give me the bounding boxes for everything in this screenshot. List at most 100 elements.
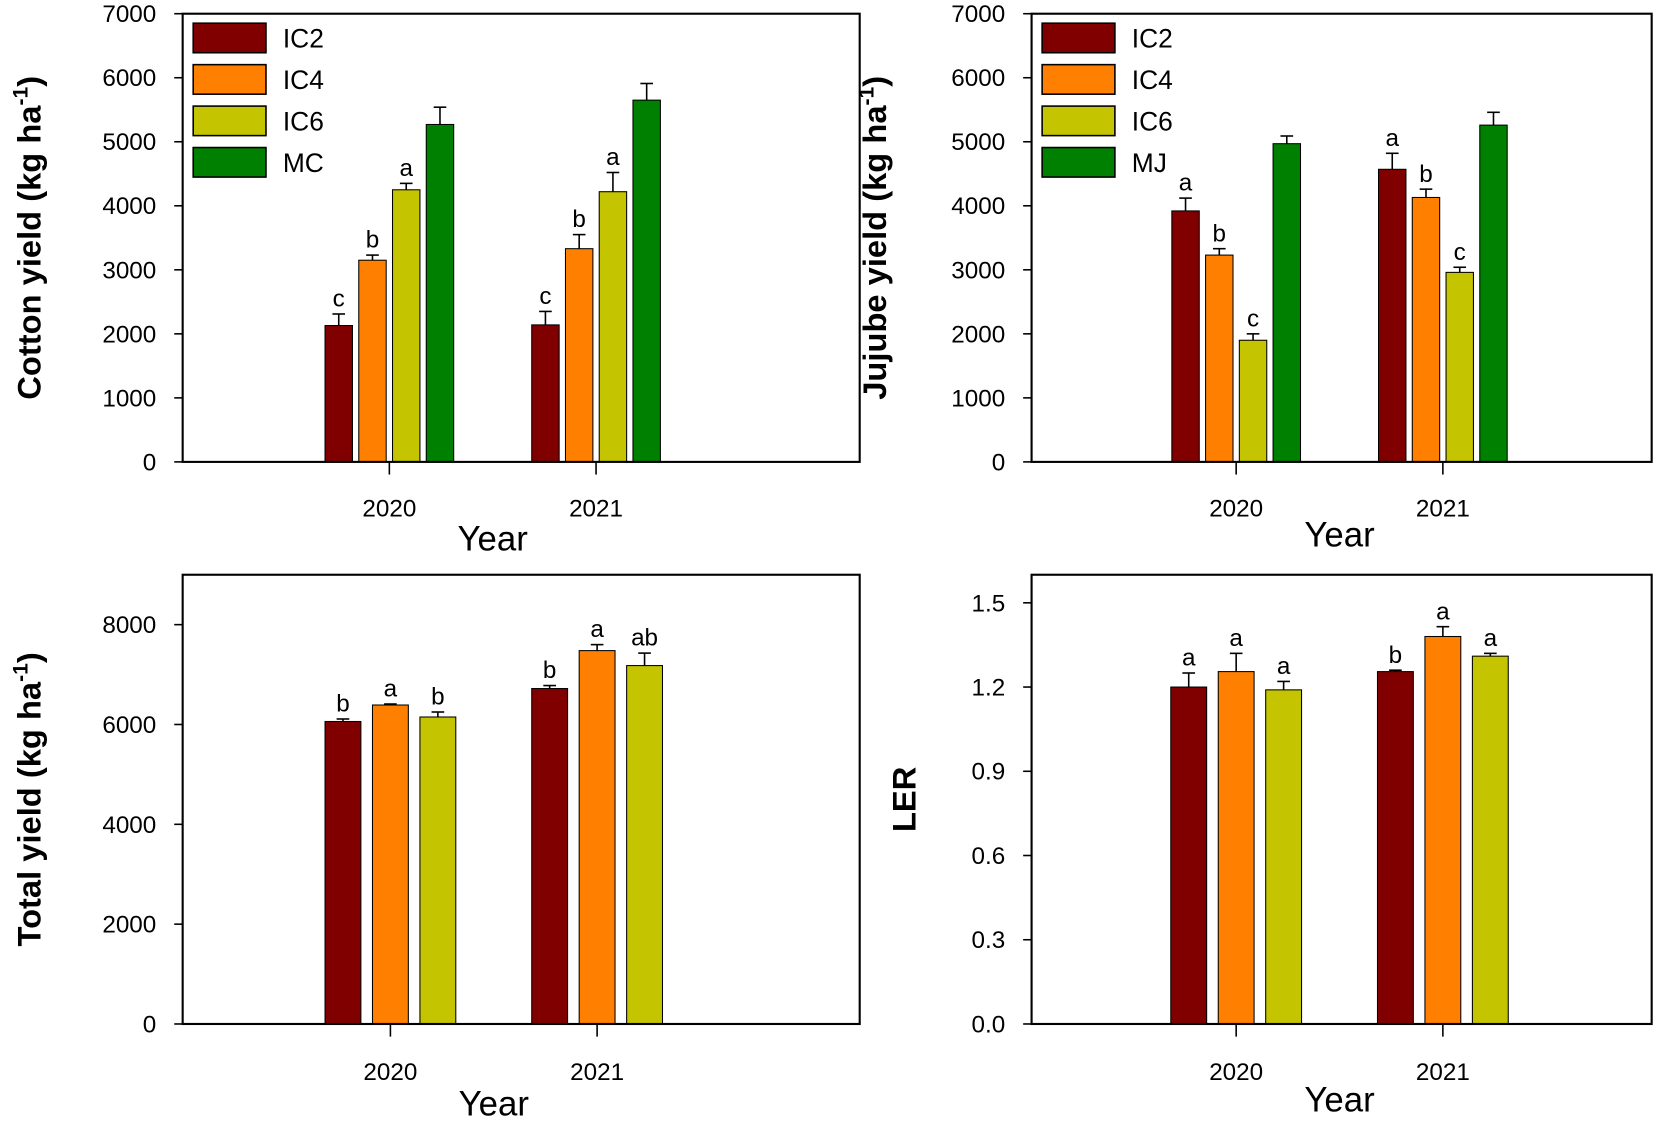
y-tick-label: 0.9 xyxy=(972,759,1006,786)
y-axis-title-superscript: -1 xyxy=(10,663,33,682)
bar-IC6-2021 xyxy=(1445,271,1474,463)
y-tick-label: 4000 xyxy=(102,193,156,220)
y-axis-title-end: ) xyxy=(10,76,47,87)
bar-IC2-2020 xyxy=(324,324,353,463)
y-tick-label: 3000 xyxy=(102,257,156,284)
significance-letter: a xyxy=(606,144,620,171)
bar-IC4-2020 xyxy=(1205,254,1234,463)
y-tick-label: 6000 xyxy=(102,65,156,92)
bar-IC2-2020 xyxy=(1170,686,1208,1025)
bar-IC2-2021 xyxy=(1378,168,1407,463)
significance-letter: c xyxy=(539,283,551,310)
bar-IC6-2020 xyxy=(1238,339,1268,463)
y-tick-label: 6000 xyxy=(102,712,156,739)
legend-swatch-IC6 xyxy=(1041,105,1116,137)
y-axis-title: Jujube yield (kg ha-1) xyxy=(855,76,893,400)
legend-swatch-IC4 xyxy=(1041,63,1116,95)
y-tick-label: 0 xyxy=(992,449,1006,476)
y-axis-title-main: Jujube yield (kg ha xyxy=(856,105,893,400)
significance-letter: a xyxy=(1484,625,1498,652)
y-axis-title-superscript: -1 xyxy=(855,86,878,105)
y-tick-label: 2000 xyxy=(951,321,1005,348)
y-axis-title: Total yield (kg ha-1) xyxy=(10,652,48,946)
chart-cotton: c c b b a a 0 1000 2000 3000 4000 5000 6000 7000 2020 2… xyxy=(10,1,861,558)
bar-IC2-2021 xyxy=(531,688,569,1025)
y-tick-label: 0.6 xyxy=(972,843,1006,870)
x-axis-title: Year xyxy=(458,519,529,558)
bar-IC4-2021 xyxy=(564,248,594,463)
bar-IC2-2021 xyxy=(1376,671,1414,1025)
significance-letter: a xyxy=(1179,170,1193,197)
y-tick-label: 6000 xyxy=(951,65,1005,92)
chart-ler: a b a a a a 0.0 0.3 0.6 0.9 1.2 1.5 2020 2021 Year LER xyxy=(886,573,1653,1120)
legend-swatch-MJ xyxy=(1041,146,1116,178)
legend-swatch-MC xyxy=(192,146,267,178)
x-tick-label: 2020 xyxy=(363,1059,417,1086)
bar-MJ-2021 xyxy=(1479,124,1508,463)
y-tick-label: 1.2 xyxy=(972,674,1006,701)
bar-IC4-2021 xyxy=(578,650,616,1025)
y-tick-label: 8000 xyxy=(102,612,156,639)
y-axis-title-end: ) xyxy=(10,652,47,663)
y-tick-label: 2000 xyxy=(102,321,156,348)
bar-IC4-2020 xyxy=(358,259,387,463)
significance-letter: a xyxy=(384,676,398,703)
x-tick-label: 2020 xyxy=(1209,1059,1263,1086)
bar-IC2-2020 xyxy=(324,720,362,1025)
legend-swatch-IC6 xyxy=(192,105,267,137)
bar-IC6-2021 xyxy=(1471,655,1509,1025)
significance-letter: b xyxy=(543,657,557,684)
axes-frame xyxy=(1030,573,1653,1026)
legend-swatch-IC2 xyxy=(192,22,267,54)
significance-letter: a xyxy=(1436,598,1450,625)
legend-label: MJ xyxy=(1132,148,1167,178)
x-tick-label: 2021 xyxy=(1416,496,1470,523)
significance-letter: b xyxy=(336,691,350,718)
significance-letter: a xyxy=(399,155,413,182)
significance-letter: a xyxy=(1385,125,1399,152)
significance-letter: b xyxy=(431,684,445,711)
y-tick-label: 0 xyxy=(143,1011,157,1038)
axes-frame xyxy=(181,573,861,1026)
bar-IC4-2020 xyxy=(371,704,409,1025)
legend-label: MC xyxy=(283,148,324,178)
significance-letter: c xyxy=(333,286,345,313)
significance-letter: b xyxy=(1389,642,1403,669)
x-tick-label: 2021 xyxy=(569,496,623,523)
y-axis-title-superscript: -1 xyxy=(10,87,33,106)
significance-letter: c xyxy=(1247,305,1259,332)
axes-frame xyxy=(1030,12,1653,463)
x-axis-title: Year xyxy=(1304,515,1375,554)
bar-IC4-2021 xyxy=(1411,196,1441,463)
significance-letter: a xyxy=(1277,653,1291,680)
legend-swatch-IC4 xyxy=(192,63,267,95)
significance-letter: b xyxy=(1419,161,1433,188)
x-tick-label: 2021 xyxy=(1416,1059,1470,1086)
legend-label: IC4 xyxy=(283,65,324,95)
y-tick-label: 0.0 xyxy=(972,1011,1006,1038)
axes-frame xyxy=(181,12,861,463)
x-tick-label: 2021 xyxy=(570,1059,624,1086)
y-tick-label: 0.3 xyxy=(972,927,1006,954)
significance-letter: ab xyxy=(631,625,658,652)
significance-letter: a xyxy=(1182,645,1196,672)
legend-label: IC2 xyxy=(283,23,324,53)
bar-MC-2020 xyxy=(425,123,455,463)
y-tick-label: 7000 xyxy=(102,1,156,28)
y-tick-label: 5000 xyxy=(102,129,156,156)
bar-IC6-2020 xyxy=(391,189,421,463)
y-tick-label: 1.5 xyxy=(972,590,1006,617)
bar-MC-2021 xyxy=(632,99,661,463)
y-tick-label: 5000 xyxy=(951,129,1005,156)
y-tick-label: 4000 xyxy=(102,812,156,839)
significance-letter: b xyxy=(1213,220,1227,247)
x-axis-title: Year xyxy=(1304,1081,1375,1120)
y-tick-label: 4000 xyxy=(951,193,1005,220)
y-tick-label: 1000 xyxy=(951,385,1005,412)
legend-label: IC4 xyxy=(1132,65,1173,95)
bar-IC4-2021 xyxy=(1424,635,1462,1025)
bar-MJ-2020 xyxy=(1272,143,1302,463)
y-tick-label: 2000 xyxy=(102,912,156,939)
